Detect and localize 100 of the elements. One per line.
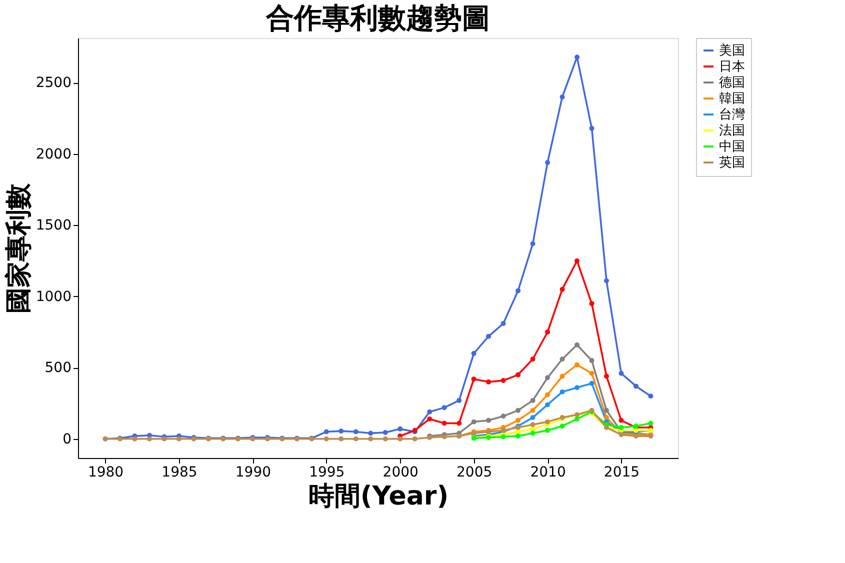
point: [574, 416, 580, 422]
point: [500, 414, 506, 419]
point: [589, 358, 594, 364]
point: [560, 94, 565, 100]
point: [574, 54, 580, 60]
point: [574, 342, 580, 348]
point: [604, 278, 609, 284]
y-axis-title: 國家專利數: [4, 182, 34, 314]
y-tick-label: 1000: [36, 288, 72, 305]
x-tick-label: 1990: [235, 464, 272, 480]
legend-label: 台灣: [719, 108, 745, 122]
point: [500, 321, 506, 326]
point: [516, 434, 521, 439]
point: [442, 405, 447, 410]
point: [398, 436, 403, 442]
y-tick-label: 2500: [36, 75, 72, 92]
point: [530, 356, 536, 362]
y-tick-label: 1500: [36, 218, 72, 234]
point: [368, 436, 374, 442]
point: [471, 376, 476, 382]
point: [545, 419, 550, 424]
point: [648, 420, 654, 426]
point: [530, 408, 536, 413]
x-axis-title: 時間(Year): [308, 482, 449, 512]
y-tick-label: 0: [62, 431, 72, 448]
point: [132, 436, 138, 442]
x-tick-label: 2010: [530, 464, 566, 480]
point: [648, 394, 654, 399]
point: [574, 385, 580, 390]
point: [442, 420, 447, 426]
legend-label: 法国: [719, 124, 745, 138]
point: [516, 372, 521, 378]
point: [574, 258, 580, 264]
point: [560, 286, 565, 292]
x-tick-label: 2005: [456, 464, 492, 480]
x-tick-label: 2015: [604, 464, 640, 480]
point: [618, 425, 624, 430]
point: [456, 398, 462, 403]
point: [516, 408, 521, 413]
point: [589, 126, 594, 131]
point: [338, 436, 344, 442]
point: [545, 160, 550, 166]
point: [560, 389, 565, 394]
point: [500, 378, 506, 383]
point: [574, 362, 580, 368]
point: [545, 375, 550, 380]
point: [589, 380, 594, 386]
legend-label: 日本: [719, 60, 745, 74]
point: [353, 429, 358, 434]
point: [486, 334, 492, 339]
legend-label: 韓国: [719, 92, 745, 106]
legend-label: 德国: [719, 76, 745, 90]
point: [633, 384, 638, 389]
legend-label: 英国: [719, 156, 745, 170]
point: [560, 424, 565, 429]
point: [589, 301, 594, 306]
point: [545, 428, 550, 433]
point: [530, 241, 536, 246]
point: [427, 409, 432, 414]
point: [427, 416, 432, 422]
point: [618, 370, 624, 376]
point: [412, 436, 418, 442]
point: [604, 374, 609, 379]
x-tick-label: 2000: [382, 464, 418, 480]
point: [516, 418, 521, 423]
point: [324, 436, 329, 442]
point: [486, 418, 492, 423]
point: [176, 436, 182, 442]
x-tick-label: 1980: [88, 464, 124, 480]
y-tick-label: 2000: [36, 146, 72, 162]
point: [604, 415, 609, 420]
point: [530, 422, 536, 428]
point: [530, 398, 536, 403]
point: [382, 436, 388, 442]
point: [618, 418, 624, 423]
point: [471, 419, 476, 424]
point: [471, 350, 476, 356]
x-tick-label: 1995: [309, 464, 345, 480]
point: [560, 374, 565, 379]
point: [604, 408, 609, 413]
point: [382, 430, 388, 435]
point: [545, 330, 550, 335]
point: [456, 420, 462, 426]
x-tick-label: 1985: [162, 464, 198, 480]
point: [560, 356, 565, 362]
point: [530, 415, 536, 420]
point: [516, 288, 521, 294]
point: [398, 426, 403, 432]
point: [545, 402, 550, 408]
point: [530, 430, 536, 436]
point: [147, 436, 152, 442]
point: [338, 428, 344, 434]
legend-label: 中国: [719, 140, 745, 154]
chart-title: 合作專利數趨勢圖: [265, 2, 490, 34]
point: [486, 379, 492, 384]
legend-label: 美国: [719, 42, 745, 58]
point: [545, 392, 550, 398]
point: [368, 430, 374, 436]
point: [324, 429, 329, 434]
y-tick-label: 500: [44, 360, 72, 376]
